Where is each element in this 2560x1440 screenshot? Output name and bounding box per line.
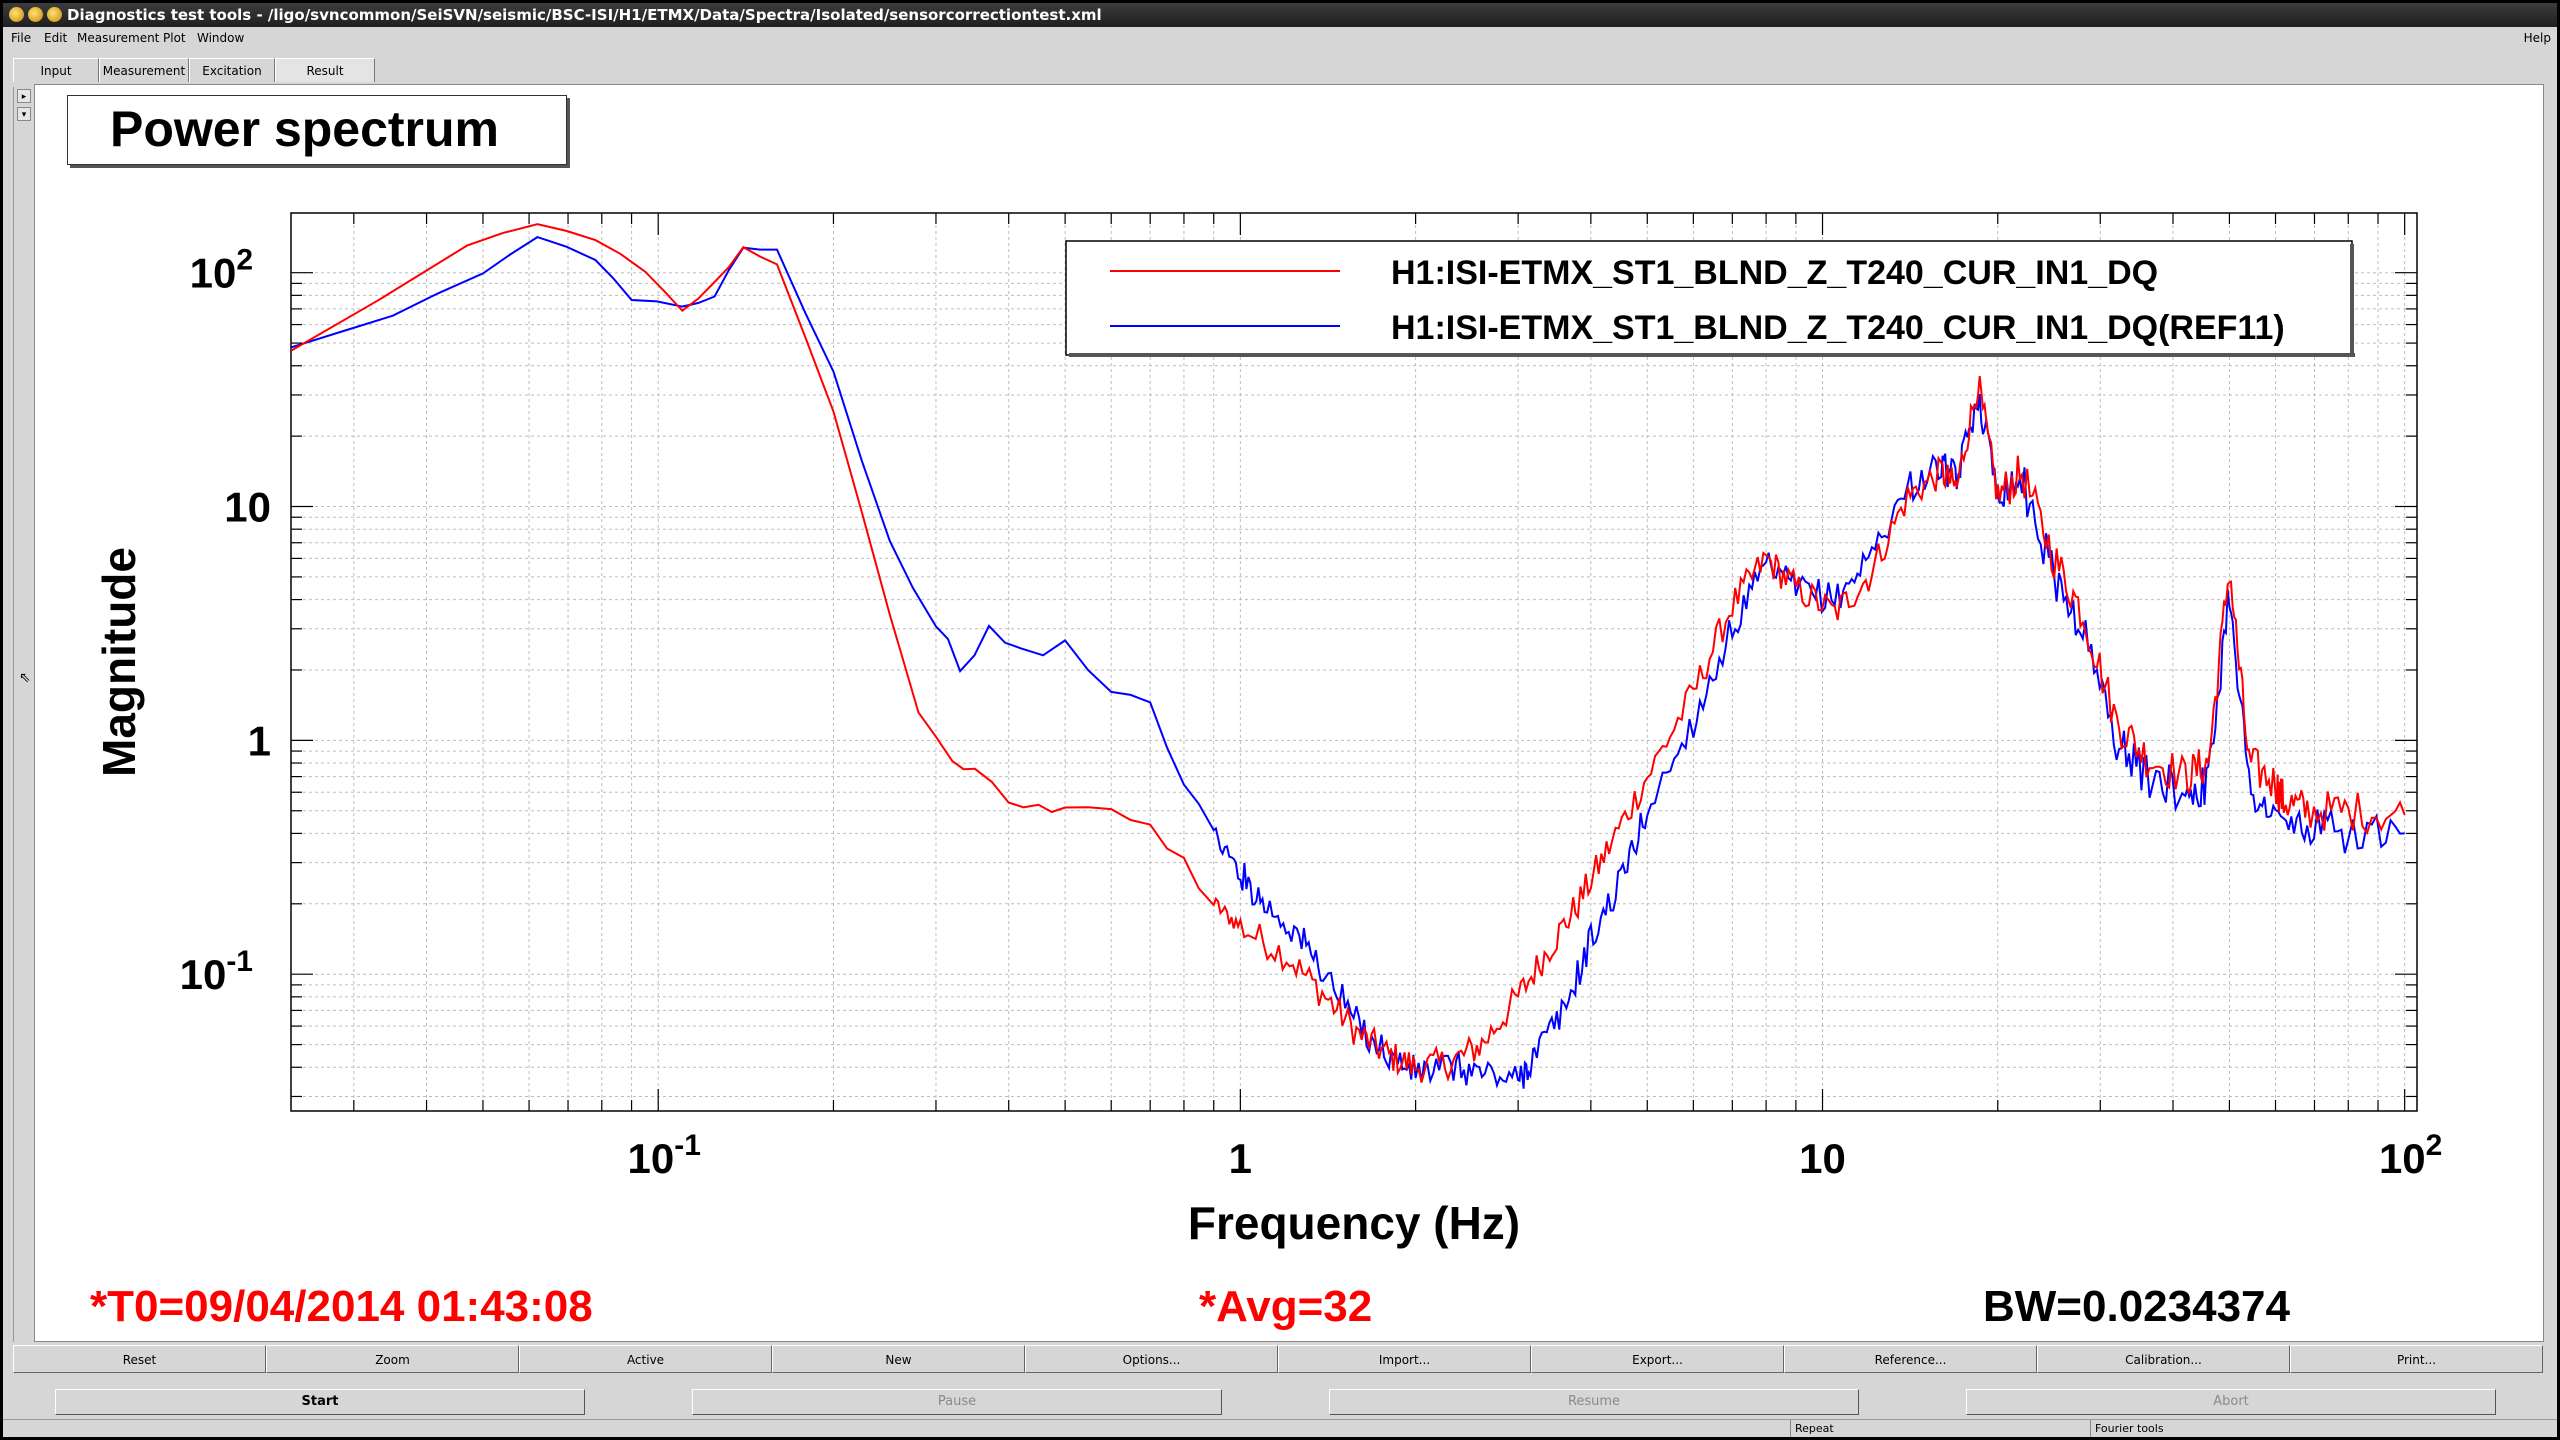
status-repeat: Repeat <box>1790 1420 2090 1437</box>
pause-button[interactable]: Pause <box>692 1389 1222 1415</box>
diagnostics-window: Diagnostics test tools - /ligo/svncommon… <box>3 3 2557 1437</box>
legend: H1:ISI-ETMX_ST1_BLND_Z_T240_CUR_IN1_DQ H… <box>1065 240 2355 357</box>
status-bar: Repeat Fourier tools <box>3 1419 2557 1437</box>
y-axis-label: Magnitude <box>93 547 145 777</box>
tab-result[interactable]: Result <box>275 58 375 82</box>
legend-label-measured: H1:ISI-ETMX_ST1_BLND_Z_T240_CUR_IN1_DQ <box>1391 254 2158 292</box>
plot-panel[interactable]: 10-1 1 10 102 102 10 1 10-1 Frequency (Hz) Magn… <box>34 84 2544 1342</box>
menu-edit[interactable]: Edit <box>44 31 68 45</box>
window-title-bar: Diagnostics test tools - /ligo/svncommon… <box>3 3 2557 27</box>
series-line-measured <box>291 223 2406 1083</box>
status-bandwidth: BW=0.0234374 <box>1983 1282 2290 1331</box>
legend-label-reference: H1:ISI-ETMX_ST1_BLND_Z_T240_CUR_IN1_DQ(R… <box>1391 309 2285 347</box>
status-t0: *T0=09/04/2014 01:43:08 <box>90 1282 593 1331</box>
calibration-button[interactable]: Calibration... <box>2037 1345 2290 1373</box>
abort-button[interactable]: Abort <box>1966 1389 2496 1415</box>
expand-right-icon[interactable]: ▸ <box>17 89 31 103</box>
plot-control-buttons: Reset Zoom Active New Options... Import.… <box>13 1345 2545 1373</box>
window-title: Diagnostics test tools - /ligo/svncommon… <box>67 6 1102 24</box>
maximize-icon[interactable] <box>47 7 62 22</box>
y-tick-label: 102 <box>190 244 253 297</box>
plot-title: Power spectrum <box>67 95 567 165</box>
menu-plot[interactable]: Plot <box>163 31 186 45</box>
x-tick-label: 10 <box>1799 1135 1846 1182</box>
measurement-run-buttons: Start Pause Resume Abort <box>3 1381 2557 1419</box>
new-button[interactable]: New <box>772 1345 1025 1373</box>
close-icon[interactable] <box>9 7 24 22</box>
menu-help[interactable]: Help <box>2523 31 2551 45</box>
menu-file[interactable]: File <box>11 31 32 45</box>
y-tick-label: 10-1 <box>180 945 253 998</box>
start-button[interactable]: Start <box>55 1389 585 1415</box>
status-fourier-tools: Fourier tools <box>2090 1420 2390 1437</box>
series-layer <box>291 223 2406 1089</box>
tab-input[interactable]: Input <box>13 58 99 82</box>
options-button[interactable]: Options... <box>1025 1345 1278 1373</box>
tick-labels: 10-1 1 10 102 102 10 1 10-1 <box>180 244 2443 1182</box>
y-tick-label: 1 <box>248 717 271 764</box>
zoom-button[interactable]: Zoom <box>266 1345 519 1373</box>
plot-frame <box>290 212 2418 1112</box>
menu-window[interactable]: Window <box>197 31 245 45</box>
plot-canvas[interactable]: 10-1 1 10 102 102 10 1 10-1 Frequency (Hz) Magn… <box>35 85 2544 1342</box>
minimize-icon[interactable] <box>28 7 43 22</box>
menu-bar: File Edit Measurement Plot Window Help <box>3 27 2557 60</box>
mouse-cursor-icon: ⇖ <box>19 669 31 685</box>
left-tool-strip: ▸ ▾ ⇖ <box>13 87 35 1342</box>
tab-excitation[interactable]: Excitation <box>189 58 275 82</box>
active-button[interactable]: Active <box>519 1345 772 1373</box>
reference-button[interactable]: Reference... <box>1784 1345 2037 1373</box>
menu-measurement[interactable]: Measurement <box>77 31 160 45</box>
print-button[interactable]: Print... <box>2290 1345 2543 1373</box>
import-button[interactable]: Import... <box>1278 1345 1531 1373</box>
export-button[interactable]: Export... <box>1531 1345 1784 1373</box>
tab-measurement[interactable]: Measurement <box>99 58 189 82</box>
x-tick-label: 10-1 <box>628 1129 701 1182</box>
status-avg: *Avg=32 <box>1199 1282 1373 1331</box>
resume-button[interactable]: Resume <box>1329 1389 1859 1415</box>
expand-down-icon[interactable]: ▾ <box>17 107 31 121</box>
y-tick-label: 10 <box>224 484 271 531</box>
reset-button[interactable]: Reset <box>13 1345 266 1373</box>
axis-ticks <box>291 213 2417 1111</box>
x-tick-label: 1 <box>1229 1135 1252 1182</box>
x-tick-label: 102 <box>2379 1129 2442 1182</box>
x-axis-label: Frequency (Hz) <box>1188 1197 1520 1249</box>
